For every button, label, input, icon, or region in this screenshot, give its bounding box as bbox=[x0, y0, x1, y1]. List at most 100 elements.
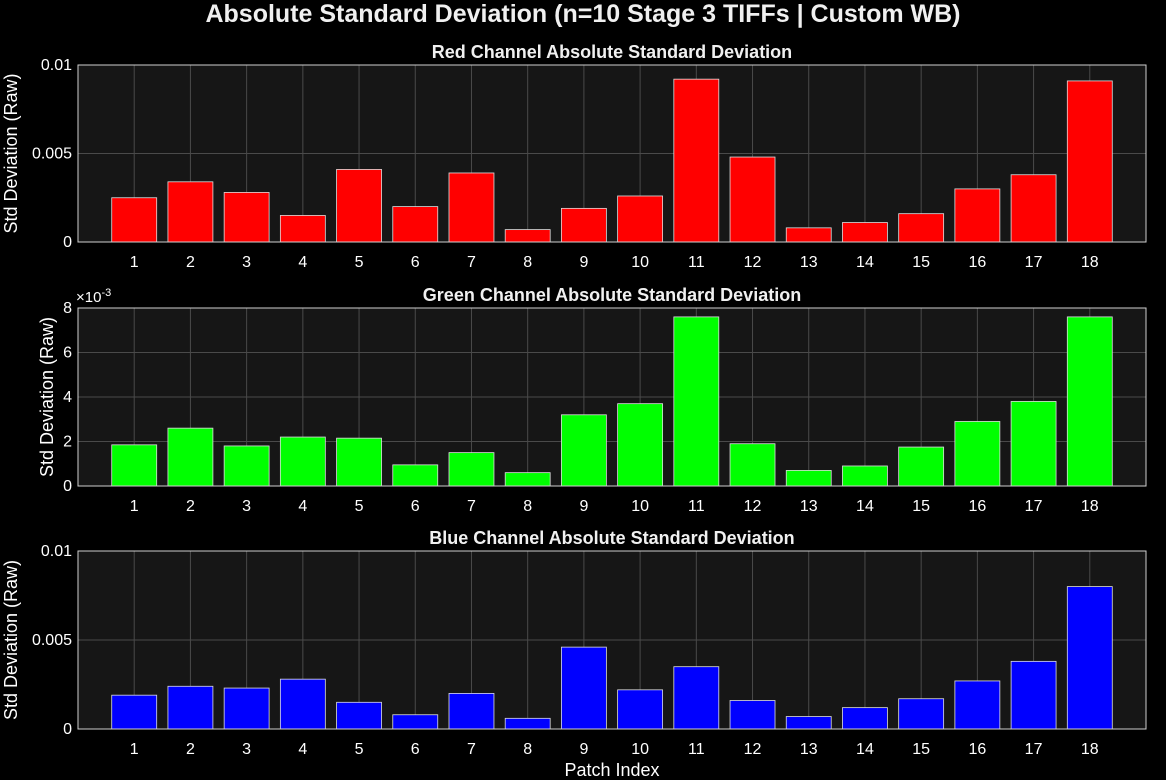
red-x-tick-label: 6 bbox=[411, 254, 420, 271]
blue-bar bbox=[504, 717, 551, 730]
green-bar bbox=[279, 436, 326, 487]
green-y-tick-label: 2 bbox=[63, 434, 72, 451]
blue-bar bbox=[111, 694, 158, 730]
blue-bar bbox=[1010, 660, 1057, 730]
red-x-tick-label: 11 bbox=[688, 254, 705, 271]
red-x-tick-label: 10 bbox=[631, 254, 649, 271]
red-bar bbox=[111, 197, 158, 243]
green-x-tick-label: 13 bbox=[800, 498, 818, 515]
blue-bar bbox=[617, 689, 663, 730]
green-x-tick-label: 10 bbox=[631, 498, 649, 515]
red-x-tick-label: 5 bbox=[355, 254, 364, 271]
blue-bar bbox=[954, 680, 1001, 730]
blue-x-tick-label: 13 bbox=[800, 741, 818, 758]
red-bar bbox=[842, 222, 888, 243]
green-bar bbox=[111, 444, 158, 487]
green-bar bbox=[448, 452, 495, 487]
green-bar bbox=[673, 316, 720, 487]
blue-bar bbox=[898, 698, 945, 730]
green-x-tick-label: 5 bbox=[355, 498, 364, 515]
red-bar bbox=[336, 169, 382, 243]
green-bar bbox=[617, 403, 663, 487]
red-bar bbox=[729, 156, 776, 243]
blue-chart: 1 2 3 4 5 6 7 8 9 10 11 12 13 14 15 16 17 1800.0050.01Blu… bbox=[1, 528, 1147, 780]
blue-x-axis-label: Patch Index bbox=[564, 760, 659, 780]
blue-y-tick-label: 0.01 bbox=[41, 543, 72, 560]
blue-bar bbox=[673, 666, 720, 730]
green-bar bbox=[1066, 316, 1113, 487]
green-bar bbox=[842, 465, 888, 487]
red-x-tick-label: 1 bbox=[130, 254, 139, 271]
red-x-tick-label: 13 bbox=[800, 254, 818, 271]
red-x-tick-label: 17 bbox=[1025, 254, 1043, 271]
blue-x-tick-label: 9 bbox=[579, 741, 588, 758]
blue-bar bbox=[842, 707, 888, 730]
red-x-tick-label: 9 bbox=[579, 254, 588, 271]
red-x-tick-label: 15 bbox=[912, 254, 930, 271]
blue-bar bbox=[223, 687, 270, 730]
green-y-tick-label: 6 bbox=[63, 345, 72, 362]
red-bar bbox=[167, 181, 214, 243]
blue-bar bbox=[561, 646, 607, 730]
red-x-tick-label: 3 bbox=[242, 254, 251, 271]
green-bar bbox=[561, 414, 607, 487]
green-bar bbox=[785, 470, 832, 487]
red-bar bbox=[448, 172, 495, 243]
green-y-tick-label: 8 bbox=[63, 300, 72, 317]
red-x-tick-label: 8 bbox=[523, 254, 532, 271]
green-x-tick-label: 16 bbox=[968, 498, 986, 515]
green-bar bbox=[336, 437, 382, 487]
red-bar bbox=[954, 188, 1001, 243]
blue-x-tick-label: 11 bbox=[688, 741, 705, 758]
blue-x-tick-label: 12 bbox=[744, 741, 762, 758]
blue-bar bbox=[448, 693, 495, 730]
green-x-tick-label: 3 bbox=[242, 498, 251, 515]
green-bar bbox=[1010, 401, 1057, 487]
red-chart-title: Red Channel Absolute Standard Deviation bbox=[432, 42, 792, 62]
blue-y-axis-label: Std Deviation (Raw) bbox=[1, 560, 21, 720]
red-y-tick-label: 0 bbox=[63, 234, 72, 251]
red-y-tick-label: 0.005 bbox=[32, 146, 72, 163]
green-bar bbox=[392, 464, 439, 487]
green-x-tick-label: 14 bbox=[856, 498, 874, 515]
blue-x-tick-label: 5 bbox=[355, 741, 364, 758]
green-x-tick-label: 6 bbox=[411, 498, 420, 515]
red-x-tick-label: 7 bbox=[467, 254, 476, 271]
blue-x-tick-label: 7 bbox=[467, 741, 476, 758]
red-bar bbox=[617, 195, 663, 243]
green-bar bbox=[898, 446, 945, 487]
red-y-axis-label: Std Deviation (Raw) bbox=[1, 73, 21, 233]
green-x-tick-label: 8 bbox=[523, 498, 532, 515]
blue-y-tick-label: 0 bbox=[63, 721, 72, 738]
figure-title: Absolute Standard Deviation (n=10 Stage … bbox=[205, 0, 961, 28]
red-bar bbox=[561, 207, 607, 243]
red-chart: 1 2 3 4 5 6 7 8 9 10 11 12 13 14 15 16 17 1800.0050.01Red… bbox=[1, 42, 1147, 271]
blue-bar bbox=[392, 714, 439, 730]
blue-x-tick-label: 18 bbox=[1081, 741, 1099, 758]
blue-bar bbox=[336, 701, 382, 730]
red-x-tick-label: 4 bbox=[298, 254, 307, 271]
green-chart-title: Green Channel Absolute Standard Deviatio… bbox=[423, 285, 801, 305]
green-y-tick-label: 0 bbox=[63, 478, 72, 495]
blue-axes-box bbox=[77, 550, 1147, 730]
red-bar bbox=[279, 215, 326, 243]
red-bar bbox=[898, 213, 945, 243]
green-bar bbox=[504, 472, 551, 487]
blue-x-tick-label: 14 bbox=[856, 741, 874, 758]
green-x-tick-label: 17 bbox=[1025, 498, 1043, 515]
blue-bar bbox=[167, 685, 214, 730]
red-y-tick-label: 0.01 bbox=[41, 57, 72, 74]
blue-x-tick-label: 16 bbox=[968, 741, 986, 758]
blue-x-tick-label: 2 bbox=[186, 741, 195, 758]
blue-x-tick-label: 8 bbox=[523, 741, 532, 758]
red-x-tick-label: 2 bbox=[186, 254, 195, 271]
blue-x-tick-label: 15 bbox=[912, 741, 930, 758]
green-bar bbox=[167, 427, 214, 487]
red-bar bbox=[1066, 80, 1113, 243]
green-axes-box bbox=[77, 307, 1147, 487]
red-bar bbox=[1010, 174, 1057, 243]
red-bar bbox=[785, 227, 832, 243]
